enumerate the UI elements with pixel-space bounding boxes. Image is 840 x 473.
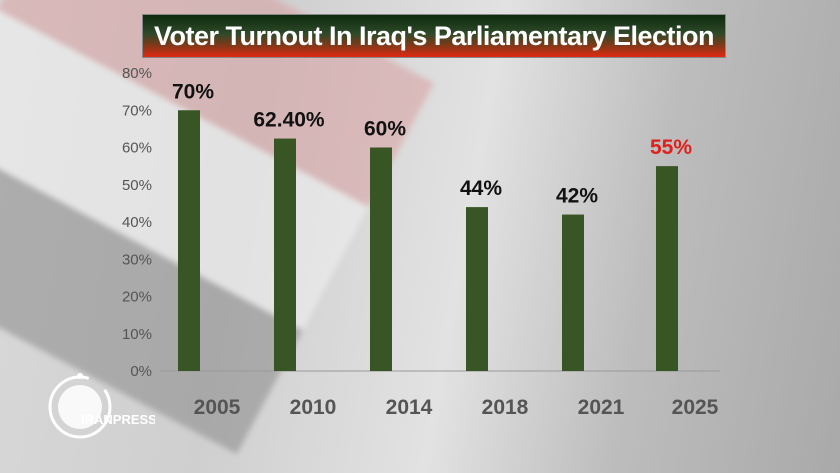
y-tick-label: 50% <box>122 177 152 194</box>
data-label: 42% <box>556 185 598 208</box>
chart-title: Voter Turnout In Iraq's Parliamentary El… <box>142 14 726 58</box>
iranpress-logo: IRANPRESS <box>45 372 157 457</box>
bar-2018 <box>466 207 488 371</box>
x-tick-label: 2005 <box>194 396 241 419</box>
x-tick-label: 2018 <box>482 396 529 419</box>
y-tick-label: 60% <box>122 140 152 157</box>
data-label: 55% <box>650 136 692 159</box>
data-label: 62.40% <box>253 109 325 132</box>
y-tick-label: 10% <box>122 326 152 343</box>
bar-2005 <box>178 110 200 371</box>
bar-2021 <box>562 214 584 371</box>
bar-2010 <box>274 138 296 371</box>
y-tick-label: 80% <box>122 65 152 82</box>
x-tick-label: 2021 <box>578 396 625 419</box>
data-label: 60% <box>364 118 406 141</box>
y-tick-label: 0% <box>130 363 152 380</box>
x-tick-label: 2014 <box>386 396 433 419</box>
data-label: 44% <box>460 177 502 200</box>
y-tick-label: 40% <box>122 214 152 231</box>
bar-2025 <box>656 166 678 371</box>
x-tick-label: 2010 <box>290 396 337 419</box>
y-tick-label: 70% <box>122 102 152 119</box>
logo-text: IRANPRESS <box>81 412 155 427</box>
data-label: 70% <box>172 80 214 103</box>
bar-2014 <box>370 147 392 371</box>
x-tick-label: 2025 <box>672 396 719 419</box>
y-tick-label: 20% <box>122 289 152 306</box>
y-tick-label: 30% <box>122 251 152 268</box>
